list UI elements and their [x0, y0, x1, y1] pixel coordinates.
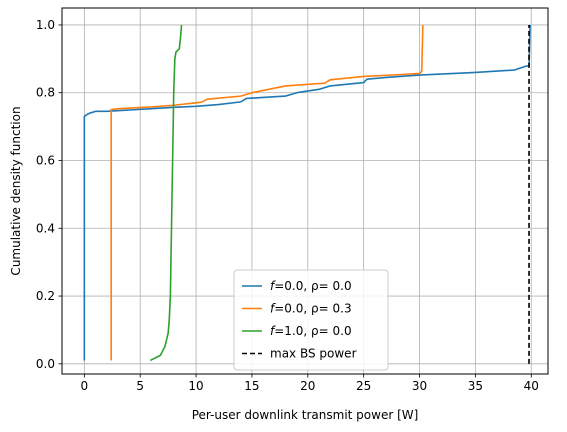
x-tick-label: 35 — [468, 379, 483, 393]
x-tick-label: 0 — [81, 379, 89, 393]
x-tick-label: 10 — [188, 379, 203, 393]
series-layer — [83, 24, 531, 364]
x-tick-label: 20 — [300, 379, 315, 393]
legend-box — [233, 269, 389, 371]
y-tick-label: 0.4 — [36, 221, 55, 235]
series-line-2 — [149, 24, 183, 362]
y-tick-label: 0.2 — [36, 289, 55, 303]
legend-label: f=0.0, ρ= 0.0 — [270, 279, 352, 293]
x-tick-label: 30 — [412, 379, 427, 393]
y-tick-label: 0.6 — [36, 154, 55, 168]
y-tick-label: 0.8 — [36, 86, 55, 100]
y-axis-label: Cumulative density function — [9, 106, 23, 275]
plot-frame — [61, 7, 549, 375]
y-tick-label: 1.0 — [36, 18, 55, 32]
x-tick-label: 25 — [356, 379, 371, 393]
x-axis-label: Per-user downlink transmit power [W] — [192, 408, 419, 422]
legend-label: f=0.0, ρ= 0.3 — [270, 302, 352, 316]
legend: f=0.0, ρ= 0.0 f=0.0, ρ= 0.3 f=1.0, ρ= 0.0 m… — [233, 269, 389, 371]
tick-layer: 0 5 10 15 20 25 30 35 40 0.0 0.2 0.4 0.6 0.8 1.0 — [36, 18, 539, 393]
series-line-1 — [110, 24, 424, 361]
x-tick-label: 40 — [524, 379, 539, 393]
series-line-0 — [83, 24, 531, 361]
x-tick-label: 5 — [136, 379, 144, 393]
legend-label: max BS power — [270, 347, 357, 361]
legend-label: f=1.0, ρ= 0.0 — [270, 324, 352, 338]
x-tick-label: 15 — [244, 379, 259, 393]
grid-layer — [62, 8, 548, 374]
y-tick-label: 0.0 — [36, 357, 55, 371]
